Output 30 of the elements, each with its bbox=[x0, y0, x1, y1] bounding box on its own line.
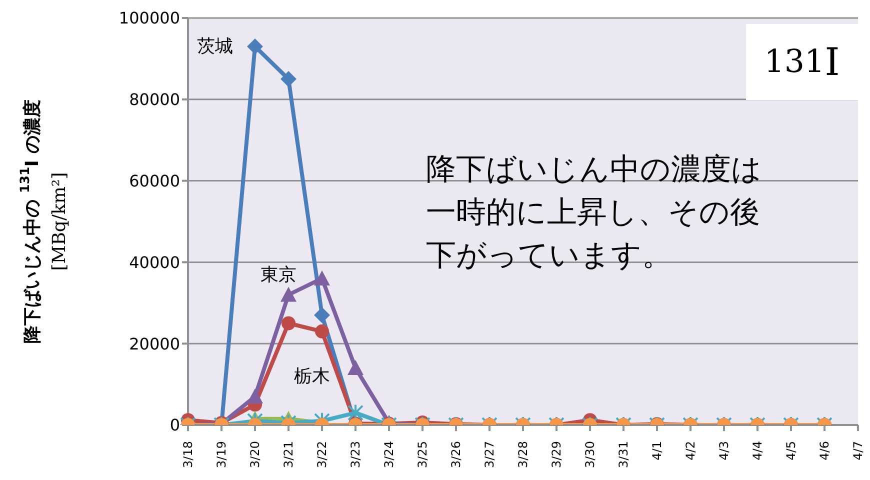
y-tick-label: 20000 bbox=[129, 334, 180, 354]
x-tick-label: 4/6 bbox=[818, 441, 832, 460]
x-tick-label: 3/28 bbox=[516, 441, 530, 468]
y-tick-label: 60000 bbox=[129, 171, 180, 190]
x-tick-label: 3/27 bbox=[482, 441, 496, 468]
annotation: 栃木 bbox=[294, 366, 330, 387]
x-tick-label: 3/20 bbox=[248, 441, 262, 468]
x-tick-label: 3/26 bbox=[449, 441, 463, 468]
annotation: 茨城 bbox=[197, 36, 233, 57]
x-tick-label: 4/7 bbox=[851, 441, 865, 460]
y-tick-label: 80000 bbox=[129, 90, 180, 110]
x-tick-label: 3/19 bbox=[214, 441, 228, 468]
y-tick-label: 40000 bbox=[129, 252, 180, 272]
x-tick-label: 3/24 bbox=[382, 441, 396, 468]
x-tick-label: 3/23 bbox=[348, 441, 362, 468]
x-tick-label: 4/1 bbox=[650, 441, 664, 460]
x-tick-label: 3/30 bbox=[583, 441, 597, 468]
x-tick-label: 3/18 bbox=[181, 441, 195, 468]
x-tick-label: 4/3 bbox=[717, 441, 731, 460]
x-tick-label: 3/29 bbox=[550, 441, 564, 468]
y-tick-label: 100000 bbox=[118, 8, 180, 28]
x-tick-label: 3/21 bbox=[282, 441, 296, 468]
x-tick-label: 3/31 bbox=[616, 441, 630, 468]
y-tick-label: 0 bbox=[170, 416, 180, 435]
x-tick-label: 3/25 bbox=[416, 441, 430, 468]
x-tick-label: 4/5 bbox=[784, 441, 798, 460]
annotation: 東京 bbox=[260, 264, 296, 286]
x-tick-label: 4/4 bbox=[750, 441, 764, 460]
x-tick-label: 4/2 bbox=[684, 441, 698, 460]
x-tick-label: 3/22 bbox=[315, 441, 329, 468]
